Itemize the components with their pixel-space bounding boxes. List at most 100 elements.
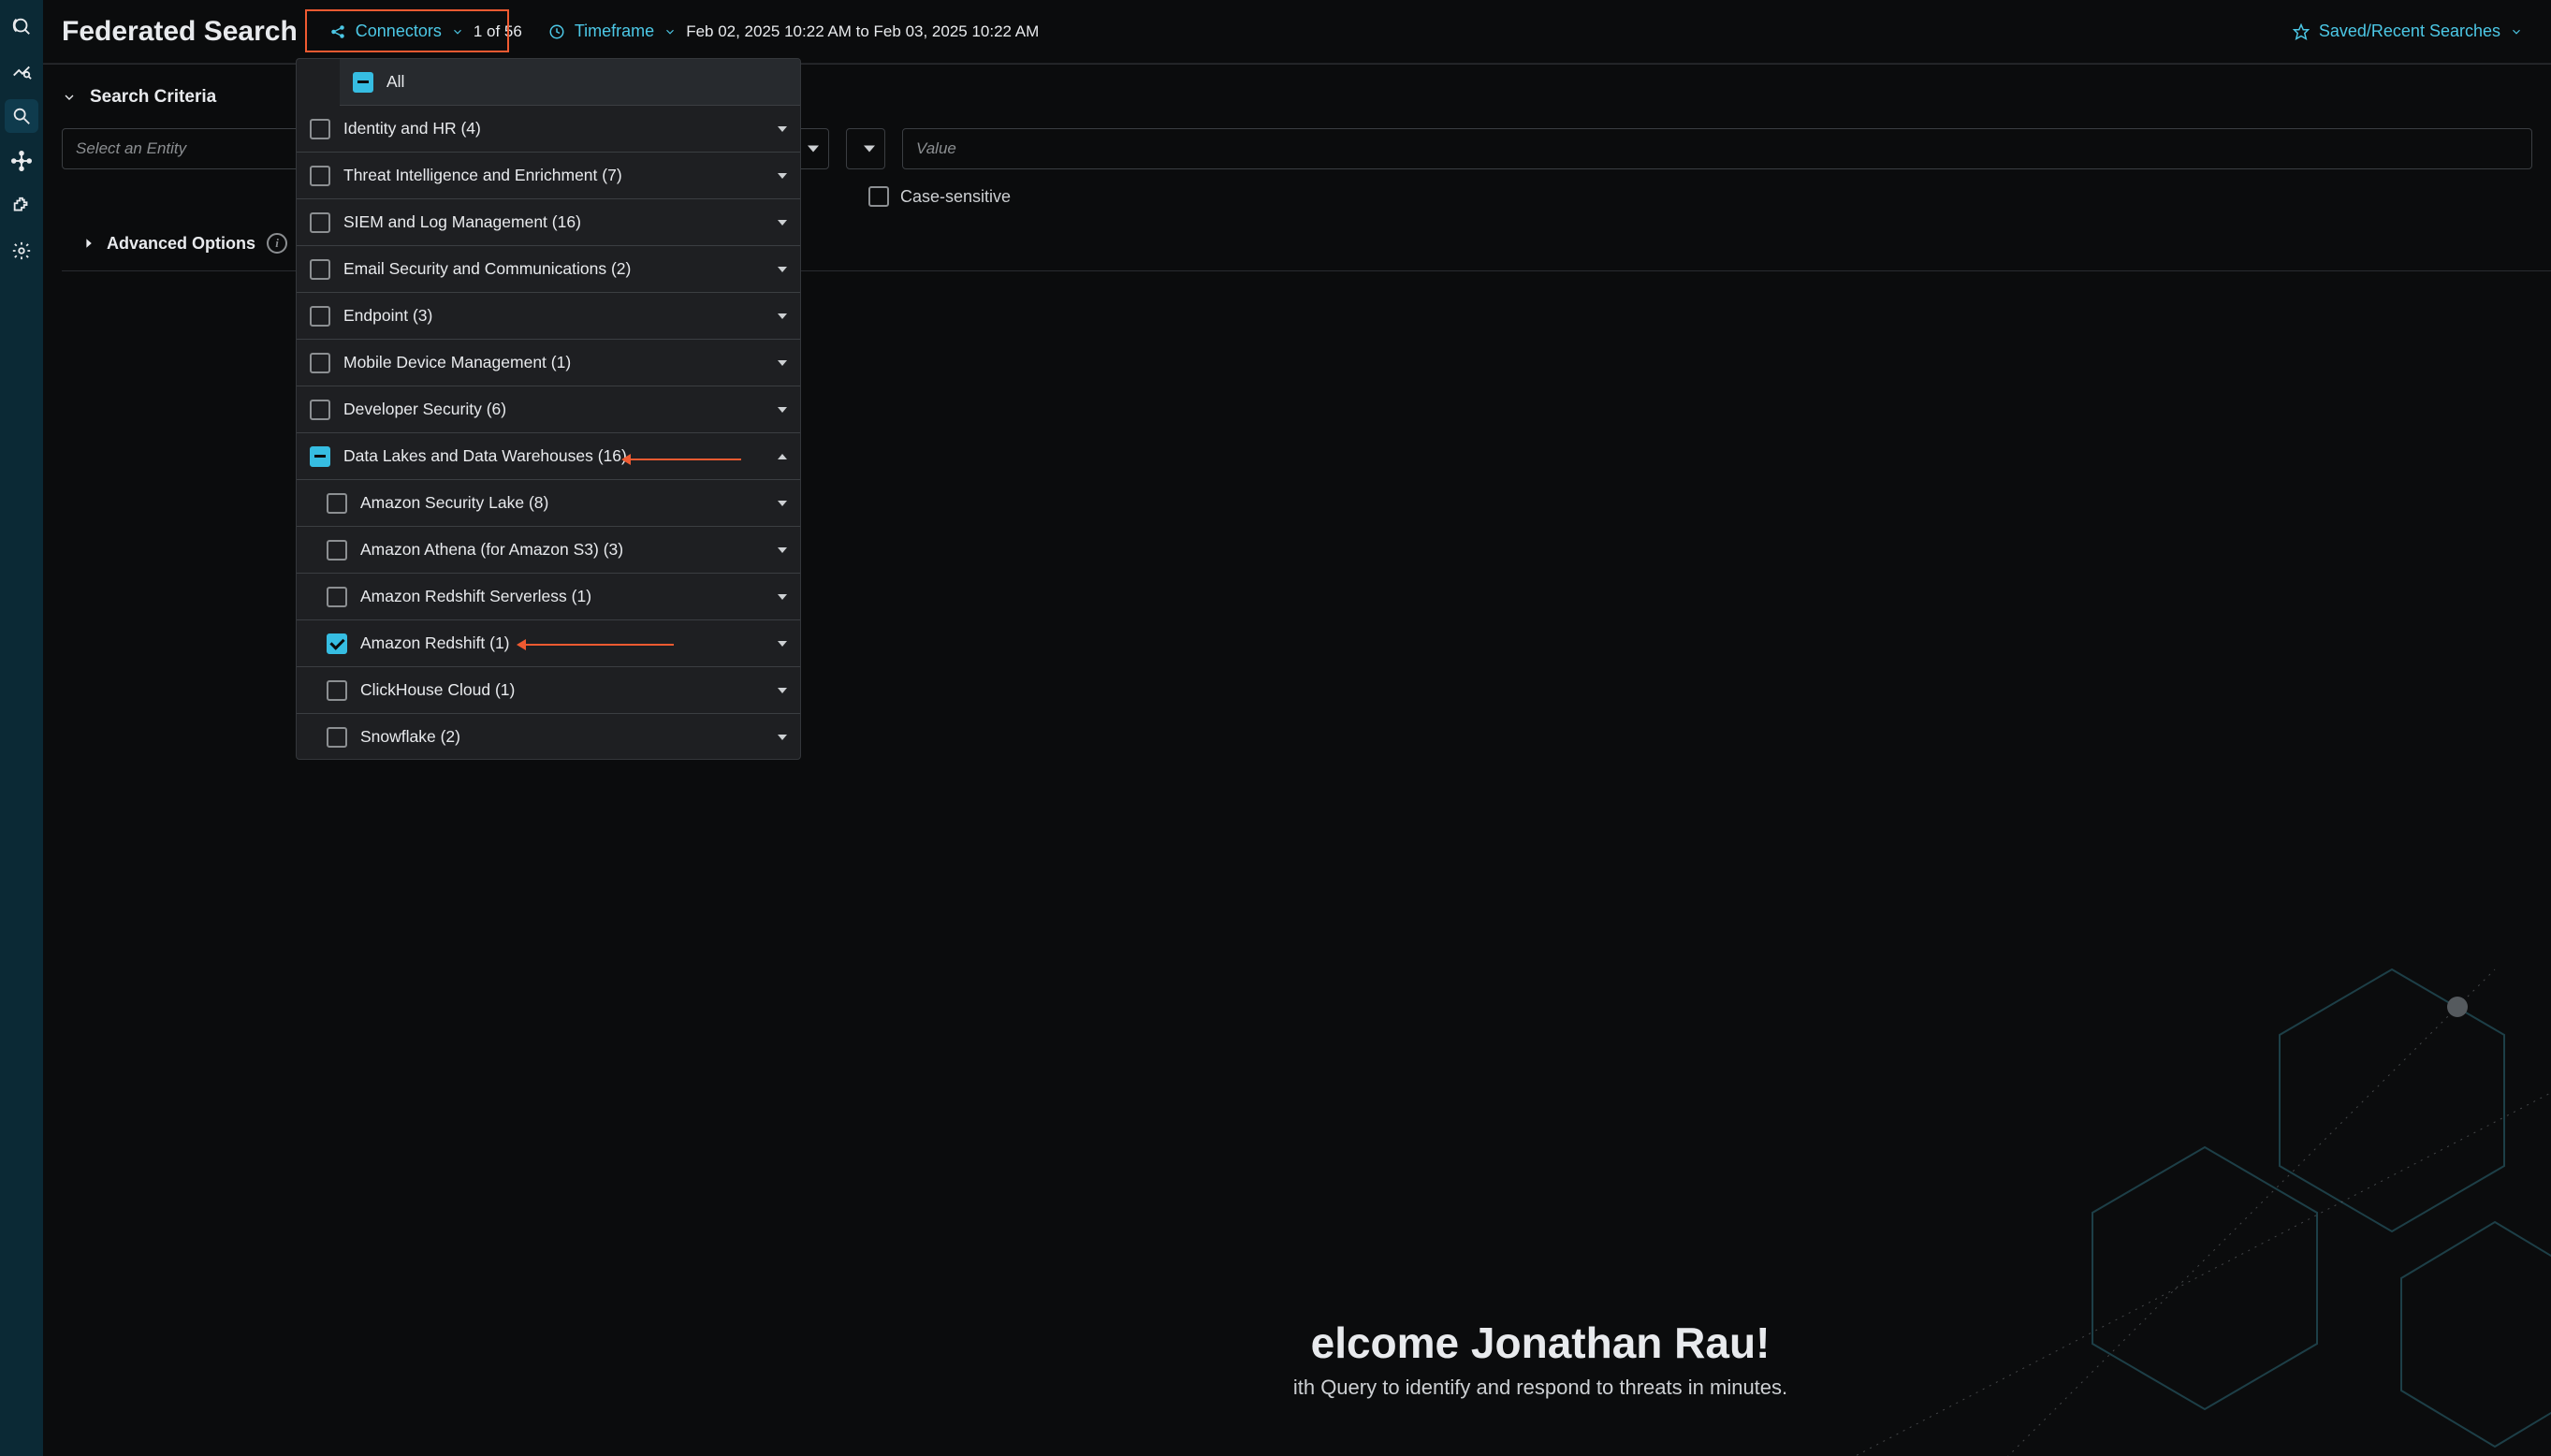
checkbox-checked[interactable] bbox=[327, 633, 347, 654]
info-icon[interactable]: i bbox=[267, 233, 287, 254]
logo-icon[interactable] bbox=[5, 9, 38, 43]
connectors-dropdown-panel: All Identity and HR (4) Threat Intelligenc… bbox=[296, 58, 801, 760]
connector-item-label: ClickHouse Cloud (1) bbox=[360, 680, 765, 700]
connector-item-label: Snowflake (2) bbox=[360, 727, 765, 747]
timeframe-value: Feb 02, 2025 10:22 AM to Feb 03, 2025 10… bbox=[686, 22, 1039, 41]
star-icon bbox=[2293, 23, 2310, 40]
connector-group-label: Mobile Device Management (1) bbox=[343, 353, 765, 372]
connector-item[interactable]: Amazon Redshift Serverless (1) bbox=[297, 574, 800, 620]
chevron-down-icon bbox=[2510, 25, 2523, 38]
connector-group-all[interactable]: All bbox=[340, 59, 800, 106]
chevron-right-icon bbox=[82, 237, 95, 250]
advanced-options-label: Advanced Options bbox=[107, 234, 255, 254]
analytics-icon[interactable] bbox=[5, 54, 38, 88]
checkbox-unchecked[interactable] bbox=[310, 259, 330, 280]
connector-group-all-label: All bbox=[386, 72, 800, 92]
search-icon[interactable] bbox=[5, 99, 38, 133]
connector-group[interactable]: SIEM and Log Management (16) bbox=[297, 199, 800, 246]
connector-group-label: SIEM and Log Management (16) bbox=[343, 212, 765, 232]
connector-group-label: Endpoint (3) bbox=[343, 306, 765, 326]
connector-group[interactable]: Email Security and Communications (2) bbox=[297, 246, 800, 293]
welcome-splash: elcome Jonathan Rau! ith Query to identi… bbox=[530, 1318, 2551, 1400]
connectors-dropdown-trigger[interactable]: Connectors 1 of 56 bbox=[329, 22, 522, 41]
checkbox-unchecked[interactable] bbox=[310, 400, 330, 420]
connector-item-label: Amazon Security Lake (8) bbox=[360, 493, 765, 513]
connector-item[interactable]: Amazon Security Lake (8) bbox=[297, 480, 800, 527]
caret-down-icon bbox=[778, 407, 787, 413]
caret-down-icon bbox=[778, 594, 787, 600]
caret-down-icon bbox=[778, 220, 787, 226]
caret-down-icon bbox=[778, 313, 787, 319]
saved-searches-label: Saved/Recent Searches bbox=[2319, 22, 2500, 41]
gear-icon[interactable] bbox=[5, 234, 38, 268]
caret-down-icon bbox=[778, 501, 787, 506]
connector-group[interactable]: Data Lakes and Data Warehouses (16) bbox=[297, 433, 800, 480]
header-bar: Federated Search Connectors 1 of 56 Time… bbox=[43, 0, 2551, 64]
caret-down-icon bbox=[778, 547, 787, 553]
connector-item[interactable]: ClickHouse Cloud (1) bbox=[297, 667, 800, 714]
checkbox-unchecked[interactable] bbox=[310, 166, 330, 186]
connector-group-label: Data Lakes and Data Warehouses (16) bbox=[343, 446, 765, 466]
value-placeholder: Value bbox=[916, 139, 956, 158]
checkbox-unchecked[interactable] bbox=[310, 212, 330, 233]
clock-icon bbox=[548, 23, 565, 40]
caret-down-icon bbox=[778, 360, 787, 366]
left-nav bbox=[0, 0, 43, 1456]
connector-group[interactable]: Mobile Device Management (1) bbox=[297, 340, 800, 386]
connector-group[interactable]: Developer Security (6) bbox=[297, 386, 800, 433]
plugin-icon[interactable] bbox=[5, 189, 38, 223]
connector-item-label: Amazon Athena (for Amazon S3) (3) bbox=[360, 540, 765, 560]
annotation-arrow bbox=[524, 644, 674, 646]
connector-group-label: Email Security and Communications (2) bbox=[343, 259, 765, 279]
checkbox-unchecked[interactable] bbox=[310, 353, 330, 373]
checkbox-unchecked[interactable] bbox=[327, 540, 347, 561]
case-sensitive-checkbox[interactable] bbox=[868, 186, 889, 207]
welcome-text-partial: elcome bbox=[1311, 1318, 1471, 1367]
caret-down-icon bbox=[864, 146, 875, 153]
caret-down-icon bbox=[778, 735, 787, 740]
caret-down-icon bbox=[778, 641, 787, 647]
page-title: Federated Search bbox=[62, 16, 298, 48]
case-sensitive-label: Case-sensitive bbox=[900, 187, 1011, 207]
caret-up-icon bbox=[778, 454, 787, 459]
checkbox-unchecked[interactable] bbox=[310, 119, 330, 139]
caret-down-icon bbox=[808, 146, 819, 153]
checkbox-unchecked[interactable] bbox=[327, 587, 347, 607]
annotation-arrow bbox=[629, 459, 741, 460]
entity-placeholder: Select an Entity bbox=[76, 139, 186, 158]
saved-searches-trigger[interactable]: Saved/Recent Searches bbox=[2293, 22, 2523, 41]
checkbox-unchecked[interactable] bbox=[327, 493, 347, 514]
share-icon bbox=[329, 23, 346, 40]
checkbox-unchecked[interactable] bbox=[310, 306, 330, 327]
operator-select[interactable] bbox=[846, 128, 885, 169]
caret-down-icon bbox=[778, 267, 787, 272]
connector-group-label: Identity and HR (4) bbox=[343, 119, 765, 138]
caret-down-icon bbox=[778, 126, 787, 132]
connector-group-label: Threat Intelligence and Enrichment (7) bbox=[343, 166, 765, 185]
connectors-value: 1 of 56 bbox=[474, 22, 522, 41]
value-input[interactable]: Value bbox=[902, 128, 2532, 169]
welcome-subtitle: ith Query to identify and respond to thr… bbox=[530, 1376, 2551, 1400]
timeframe-dropdown-trigger[interactable]: Timeframe Feb 02, 2025 10:22 AM to Feb 0… bbox=[548, 22, 1039, 41]
connector-group[interactable]: Threat Intelligence and Enrichment (7) bbox=[297, 153, 800, 199]
checkbox-unchecked[interactable] bbox=[327, 680, 347, 701]
checkbox-indeterminate[interactable] bbox=[310, 446, 330, 467]
connector-group[interactable]: Endpoint (3) bbox=[297, 293, 800, 340]
connector-group-label: Developer Security (6) bbox=[343, 400, 765, 419]
chevron-down-icon bbox=[663, 25, 677, 38]
connector-item[interactable]: Amazon Athena (for Amazon S3) (3) bbox=[297, 527, 800, 574]
chevron-down-icon bbox=[451, 25, 464, 38]
welcome-name: Jonathan Rau! bbox=[1471, 1318, 1770, 1367]
connectors-label: Connectors bbox=[356, 22, 442, 41]
caret-down-icon bbox=[778, 688, 787, 693]
connector-item[interactable]: Snowflake (2) bbox=[297, 714, 800, 759]
caret-down-icon bbox=[778, 173, 787, 179]
checkbox-unchecked[interactable] bbox=[327, 727, 347, 748]
graph-icon[interactable] bbox=[5, 144, 38, 178]
timeframe-label: Timeframe bbox=[575, 22, 654, 41]
checkbox-indeterminate[interactable] bbox=[353, 72, 373, 93]
case-sensitive-row: Case-sensitive bbox=[868, 186, 2551, 207]
chevron-down-icon bbox=[62, 90, 77, 105]
connector-group[interactable]: Identity and HR (4) bbox=[297, 106, 800, 153]
connector-item-label: Amazon Redshift Serverless (1) bbox=[360, 587, 765, 606]
